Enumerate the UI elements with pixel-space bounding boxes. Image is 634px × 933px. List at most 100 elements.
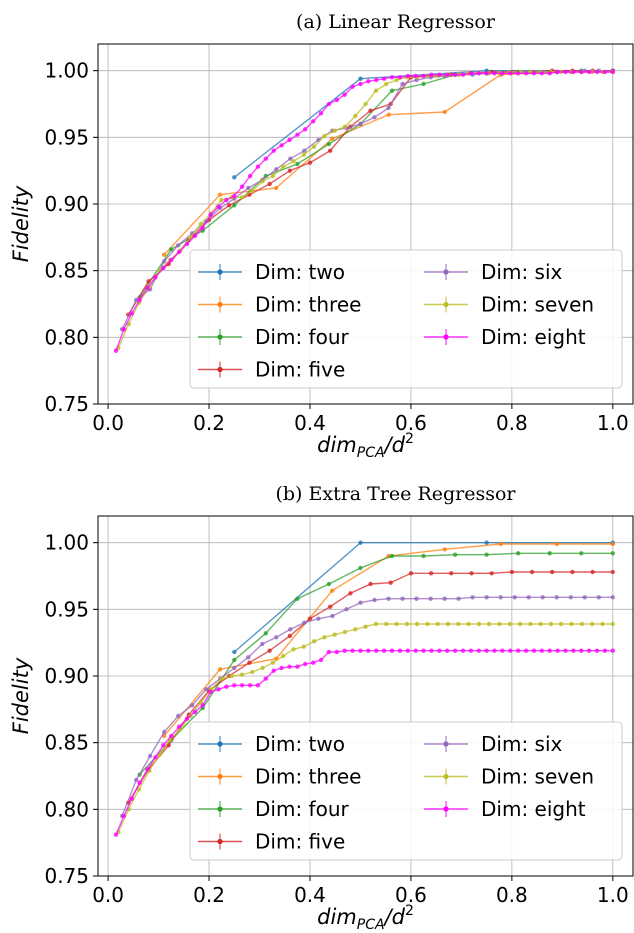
data-point [311, 144, 317, 149]
legend-swatch-marker [217, 366, 223, 373]
y-tick-label: 0.95 [44, 597, 89, 621]
data-point [358, 540, 363, 545]
data-point [322, 133, 327, 139]
data-point [569, 621, 574, 627]
x-label-tail: /d [383, 433, 406, 457]
x-tick-label: 0.0 [92, 883, 124, 907]
y-axis-label: Fidelity [9, 185, 33, 262]
data-point [508, 71, 513, 76]
data-point [326, 101, 332, 107]
legend-swatch-marker [217, 269, 223, 275]
data-point [344, 607, 349, 612]
data-point [217, 667, 223, 672]
data-point [145, 285, 150, 291]
y-tick-label: 0.80 [44, 797, 89, 821]
data-point [217, 192, 223, 197]
data-point [274, 635, 279, 640]
data-point [162, 259, 167, 264]
data-point [381, 648, 387, 653]
data-point [456, 596, 461, 601]
data-point [137, 297, 142, 303]
data-point [500, 71, 505, 76]
data-point [498, 595, 503, 600]
data-point [219, 676, 224, 681]
data-point [311, 639, 317, 644]
data-point [271, 668, 276, 673]
data-point [250, 669, 255, 675]
data-point [227, 203, 232, 208]
data-point [414, 596, 419, 601]
x-label-tail: /d [383, 905, 406, 929]
data-point [413, 648, 418, 653]
data-point [437, 72, 442, 77]
data-point [610, 648, 615, 653]
data-point [452, 72, 458, 77]
legend-item: Dim: eight [424, 797, 586, 821]
data-point [484, 552, 489, 557]
data-point [342, 648, 347, 653]
data-point [270, 660, 276, 665]
data-point [246, 185, 251, 191]
data-point [287, 664, 292, 669]
data-point [342, 92, 347, 97]
data-point [358, 76, 363, 81]
data-point [548, 621, 554, 627]
legend-swatch-marker [443, 806, 449, 812]
data-point [610, 69, 615, 75]
legend-label: Dim: eight [481, 325, 586, 349]
data-point [389, 88, 395, 93]
data-point [247, 683, 253, 688]
data-point [538, 621, 543, 627]
data-point [348, 591, 353, 596]
x-tick-label: 0.4 [294, 411, 326, 435]
data-point [372, 115, 377, 120]
data-point [318, 111, 324, 116]
data-point [555, 69, 560, 75]
data-point [281, 164, 286, 169]
data-point [394, 77, 399, 83]
data-point [311, 660, 316, 665]
y-tick-label: 0.75 [44, 864, 89, 888]
data-point [470, 595, 475, 600]
data-point [291, 647, 296, 652]
data-point [326, 581, 332, 587]
data-point [271, 148, 276, 153]
data-point [350, 84, 355, 89]
legend-swatch-marker [217, 334, 223, 340]
legend-swatch-marker [443, 334, 449, 340]
data-point [528, 621, 533, 627]
data-point [147, 753, 153, 759]
data-point [476, 71, 481, 76]
data-point [328, 148, 333, 153]
data-point [517, 621, 523, 627]
data-point [384, 81, 389, 87]
data-point [586, 69, 592, 75]
series-8 [113, 69, 615, 353]
chart-panel-1: (b) Extra Tree Regressor 0.0 0.2 0.4 0.6 0.8 1… [9, 483, 634, 933]
data-point [184, 716, 190, 721]
data-point [246, 655, 251, 660]
data-point [121, 327, 127, 332]
legend-item: Dim: seven [424, 293, 594, 317]
x-axis-label: dimPCA/d2 [317, 431, 414, 461]
legend-swatch-marker [217, 741, 223, 747]
data-point [162, 729, 167, 735]
data-point [539, 648, 544, 653]
data-point [437, 648, 442, 653]
data-point [295, 132, 300, 137]
data-point [232, 649, 237, 655]
data-point [397, 75, 403, 80]
data-point [302, 620, 307, 625]
data-point [316, 616, 321, 621]
data-point [303, 127, 308, 132]
legend-swatch-marker [443, 269, 449, 275]
data-point [161, 252, 167, 257]
data-point [547, 71, 552, 76]
data-point [373, 621, 379, 627]
data-point [512, 595, 517, 600]
data-point [570, 569, 575, 575]
data-point [200, 703, 205, 708]
data-point [516, 551, 521, 556]
legend-item: Dim: three [198, 765, 361, 789]
data-point [421, 553, 426, 559]
